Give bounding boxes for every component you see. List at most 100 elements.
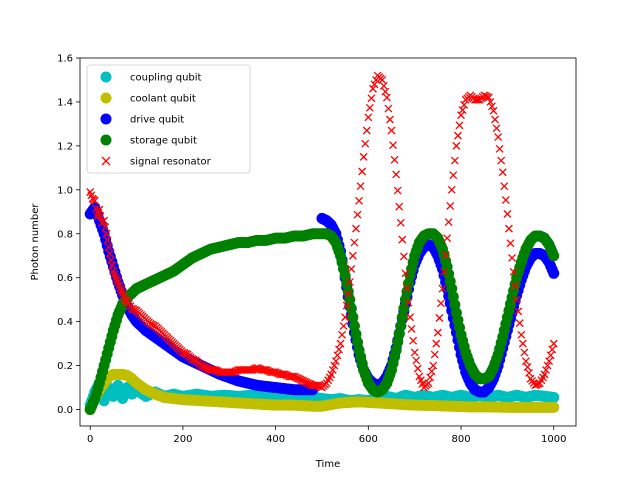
data-point bbox=[395, 320, 407, 332]
data-point bbox=[387, 126, 396, 135]
data-point bbox=[429, 361, 438, 370]
data-point bbox=[335, 345, 343, 354]
data-point bbox=[511, 281, 520, 290]
data-point bbox=[112, 275, 121, 284]
data-point bbox=[369, 84, 377, 93]
data-point bbox=[458, 106, 467, 114]
data-point bbox=[546, 351, 555, 360]
data-point bbox=[367, 94, 376, 103]
data-point bbox=[457, 111, 465, 120]
data-point bbox=[512, 295, 521, 304]
data-point bbox=[350, 238, 359, 247]
data-point bbox=[515, 319, 524, 328]
data-point bbox=[331, 357, 340, 366]
data-point bbox=[390, 155, 399, 164]
data-point bbox=[365, 103, 374, 112]
data-point bbox=[116, 284, 125, 293]
legend-marker bbox=[100, 71, 112, 83]
data-point bbox=[393, 186, 402, 195]
data-point bbox=[361, 139, 370, 148]
data-point bbox=[504, 224, 513, 233]
data-point bbox=[444, 218, 453, 227]
x-tick-label: 600 bbox=[359, 434, 378, 445]
data-point bbox=[520, 348, 529, 357]
data-point bbox=[523, 363, 532, 372]
data-point bbox=[378, 76, 387, 84]
data-point bbox=[104, 242, 113, 251]
data-point bbox=[407, 325, 416, 333]
series-storage-qubit bbox=[84, 228, 560, 416]
data-point bbox=[440, 267, 449, 276]
x-tick-label: 1000 bbox=[541, 434, 566, 445]
data-point bbox=[487, 102, 496, 111]
data-point bbox=[432, 339, 441, 348]
x-tick-label: 400 bbox=[266, 434, 285, 445]
legend-label: coupling qubit bbox=[130, 73, 202, 84]
data-point bbox=[412, 356, 421, 365]
data-point bbox=[548, 250, 560, 262]
legend-label: signal resonator bbox=[130, 157, 212, 168]
data-point bbox=[353, 210, 362, 219]
data-point bbox=[356, 182, 365, 191]
data-point bbox=[494, 133, 503, 142]
data-point bbox=[549, 339, 558, 348]
data-point bbox=[447, 185, 456, 194]
data-point bbox=[345, 302, 357, 314]
data-point bbox=[452, 141, 461, 150]
data-point bbox=[406, 313, 415, 322]
data-point bbox=[446, 201, 455, 210]
data-point bbox=[430, 350, 439, 359]
data-point bbox=[396, 311, 408, 323]
data-point bbox=[336, 339, 345, 348]
data-point bbox=[540, 370, 549, 379]
data-point bbox=[497, 156, 506, 165]
data-point bbox=[358, 167, 367, 176]
data-point bbox=[449, 171, 458, 180]
data-point bbox=[359, 152, 368, 161]
data-point bbox=[427, 367, 436, 376]
y-tick-label: 0.0 bbox=[57, 405, 73, 416]
data-point bbox=[382, 93, 391, 102]
data-point bbox=[438, 284, 447, 293]
legend-marker bbox=[100, 113, 112, 125]
data-point bbox=[525, 368, 533, 377]
data-point bbox=[501, 196, 510, 205]
data-point bbox=[506, 239, 515, 248]
data-point bbox=[355, 196, 364, 205]
y-tick-label: 1.0 bbox=[57, 185, 73, 196]
data-point bbox=[460, 100, 469, 109]
data-point bbox=[543, 361, 552, 370]
data-point bbox=[503, 210, 512, 218]
data-point bbox=[95, 205, 104, 214]
data-point bbox=[495, 144, 504, 153]
legend-marker bbox=[101, 156, 111, 166]
data-point bbox=[379, 81, 388, 90]
data-point bbox=[328, 366, 337, 374]
data-point bbox=[352, 224, 360, 233]
data-point bbox=[348, 251, 357, 260]
data-point bbox=[450, 156, 459, 165]
data-point bbox=[426, 373, 435, 382]
data-point bbox=[103, 236, 112, 245]
data-point bbox=[436, 299, 445, 308]
data-point bbox=[364, 113, 373, 122]
y-axis-label: Photon number bbox=[30, 203, 41, 281]
data-point bbox=[409, 336, 418, 345]
data-point bbox=[339, 322, 348, 330]
data-point bbox=[381, 87, 390, 96]
data-point bbox=[344, 289, 353, 298]
data-point bbox=[498, 168, 507, 177]
data-point bbox=[486, 97, 495, 106]
data-point bbox=[370, 80, 379, 89]
data-point bbox=[455, 121, 464, 130]
series-layer bbox=[84, 71, 560, 416]
data-point bbox=[548, 345, 557, 354]
data-point bbox=[548, 267, 560, 279]
data-point bbox=[472, 95, 481, 104]
data-point bbox=[453, 131, 462, 140]
y-axis: 0.0 0.2 0.4 0.6 0.8 1.0 1.2 1.4 1.6 bbox=[57, 54, 80, 416]
data-point bbox=[100, 216, 109, 225]
data-point bbox=[410, 348, 419, 357]
y-tick-label: 0.8 bbox=[57, 229, 73, 240]
